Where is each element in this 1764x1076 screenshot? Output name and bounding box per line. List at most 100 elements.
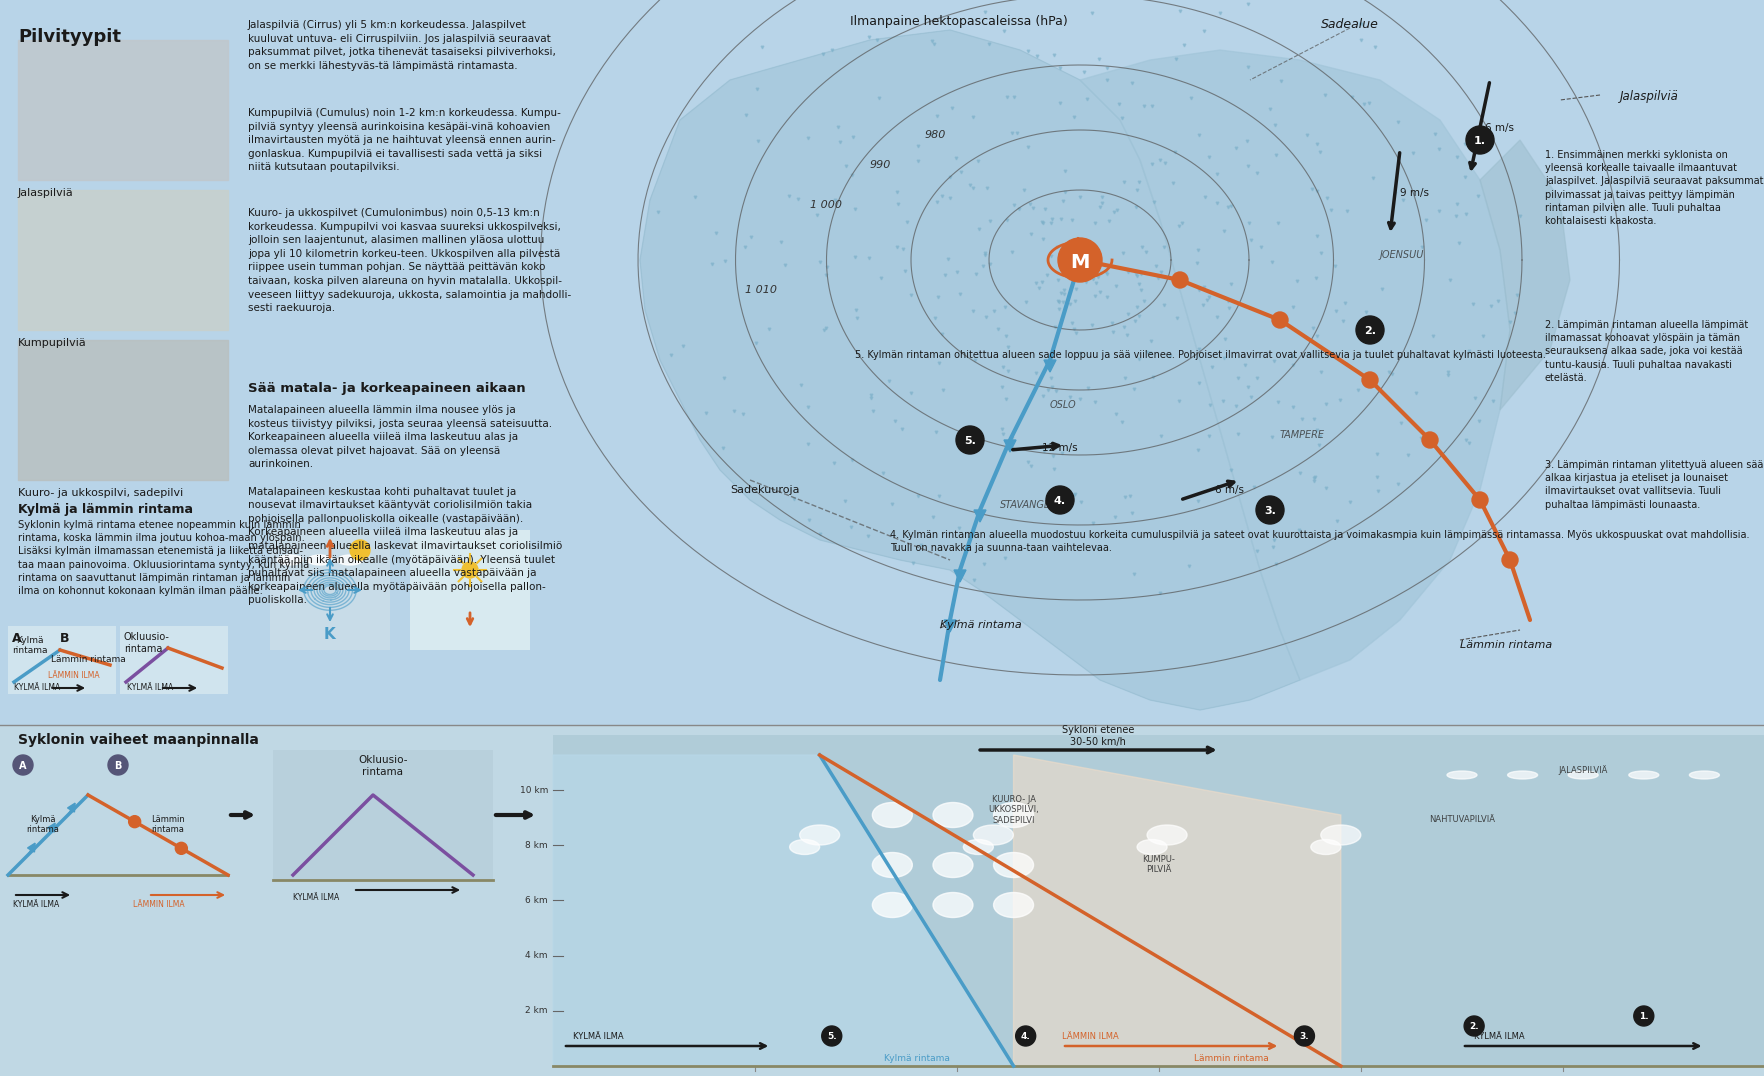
FancyArrow shape	[1044, 360, 1055, 372]
Circle shape	[349, 540, 370, 560]
Circle shape	[1355, 316, 1383, 344]
Text: LÄMMIN ILMA: LÄMMIN ILMA	[132, 900, 185, 909]
Text: Jalaspilviä: Jalaspilviä	[1619, 90, 1678, 103]
Text: Kylmä
rintama: Kylmä rintama	[12, 636, 48, 655]
Text: Pilvityypit: Pilvityypit	[18, 28, 122, 46]
Circle shape	[1501, 552, 1517, 568]
Ellipse shape	[277, 555, 302, 565]
Text: 3.: 3.	[1298, 1033, 1309, 1042]
Text: 2. Lämpimän rintaman alueella lämpimät ilmamassat kohoavat ylöspäin ja tämän seu: 2. Lämpimän rintaman alueella lämpimät i…	[1544, 320, 1748, 383]
Circle shape	[1633, 1006, 1653, 1027]
Text: 3.: 3.	[1263, 506, 1275, 516]
Circle shape	[1471, 492, 1487, 508]
Ellipse shape	[993, 892, 1034, 918]
Ellipse shape	[871, 892, 912, 918]
FancyArrow shape	[974, 510, 986, 522]
Text: K: K	[325, 627, 335, 642]
Text: Syklonin vaiheet maanpinnalla: Syklonin vaiheet maanpinnalla	[18, 733, 259, 747]
Text: 4. Kylmän rintaman alueella muodostuu korkeita cumuluspilviä ja sateet ovat kuur: 4. Kylmän rintaman alueella muodostuu ko…	[889, 530, 1748, 553]
Ellipse shape	[933, 852, 972, 878]
Text: M: M	[1069, 253, 1088, 271]
Text: Sadealue: Sadealue	[1319, 18, 1378, 31]
Text: Kylmä rintama: Kylmä rintama	[940, 620, 1021, 631]
Text: Ilmanpaine hektopascaleissa (hPa): Ilmanpaine hektopascaleissa (hPa)	[850, 15, 1067, 28]
Ellipse shape	[963, 839, 993, 854]
Polygon shape	[1013, 755, 1341, 1066]
Text: Jalaspilviä (Cirrus) yli 5 km:n korkeudessa. Jalaspilvet
kuuluvat untuva- eli Ci: Jalaspilviä (Cirrus) yli 5 km:n korkeude…	[249, 20, 556, 71]
Text: KYLMÄ ILMA: KYLMÄ ILMA	[14, 683, 60, 693]
Text: Kuuro- ja ukkospilvi, sadepilvi: Kuuro- ja ukkospilvi, sadepilvi	[18, 489, 183, 498]
Circle shape	[1256, 496, 1282, 524]
Polygon shape	[640, 30, 1300, 710]
Text: 5.: 5.	[827, 1033, 836, 1042]
Text: LÄMMIN ILMA: LÄMMIN ILMA	[1062, 1032, 1118, 1040]
Text: Okluusio-
rintama: Okluusio- rintama	[123, 632, 169, 653]
Text: TAMPERE: TAMPERE	[1279, 430, 1325, 440]
Text: JALASPILVIÄ: JALASPILVIÄ	[1558, 765, 1607, 775]
Ellipse shape	[1688, 771, 1718, 779]
Ellipse shape	[871, 803, 912, 827]
Ellipse shape	[993, 852, 1034, 878]
Circle shape	[1293, 1027, 1314, 1046]
Text: 2.: 2.	[1468, 1022, 1478, 1032]
Text: NAHTUVAPILVIÄ: NAHTUVAPILVIÄ	[1429, 815, 1494, 824]
Text: Sää matala- ja korkeapaineen aikaan: Sää matala- ja korkeapaineen aikaan	[249, 382, 526, 395]
Text: KYLMÄ ILMA: KYLMÄ ILMA	[12, 900, 60, 909]
Ellipse shape	[972, 825, 1013, 845]
Circle shape	[462, 562, 478, 578]
Text: 3. Lämpimän rintaman ylitettyuä alueen sää alkaa kirjastua ja eteliset ja lounai: 3. Lämpimän rintaman ylitettyuä alueen s…	[1544, 461, 1762, 510]
Bar	[270, 530, 390, 650]
Text: JOENSUU: JOENSUU	[1379, 250, 1424, 260]
Bar	[120, 626, 228, 694]
Bar	[0, 725, 1764, 1076]
Text: A: A	[12, 632, 21, 645]
Text: Kylmä rintama: Kylmä rintama	[884, 1054, 949, 1063]
Circle shape	[108, 755, 129, 775]
Circle shape	[1466, 126, 1492, 154]
Text: Sykloni etenee
30-50 km/h: Sykloni etenee 30-50 km/h	[1062, 725, 1134, 747]
Ellipse shape	[1506, 771, 1536, 779]
Ellipse shape	[1566, 771, 1596, 779]
FancyArrow shape	[954, 570, 965, 582]
Text: Matalapaineen alueella lämmin ilma nousee ylös ja
kosteus tiivistyy pilviksi, jo: Matalapaineen alueella lämmin ilma nouse…	[249, 405, 563, 606]
Ellipse shape	[789, 839, 818, 854]
Bar	[273, 750, 492, 880]
Text: Kylmä
rintama: Kylmä rintama	[26, 815, 60, 834]
Bar	[552, 735, 1764, 1066]
Text: Lämmin rintama: Lämmin rintama	[1194, 1054, 1268, 1063]
Text: Lämmin rintama: Lämmin rintama	[1459, 640, 1551, 650]
Text: Sadekuuroja: Sadekuuroja	[730, 485, 799, 495]
Text: STAVANGER: STAVANGER	[1000, 500, 1057, 510]
Text: 12 m/s: 12 m/s	[1043, 442, 1078, 453]
Text: KYLMÄ ILMA: KYLMÄ ILMA	[127, 683, 173, 693]
Ellipse shape	[993, 803, 1034, 827]
Bar	[409, 530, 529, 650]
Bar	[554, 0, 1764, 720]
Text: B: B	[60, 632, 69, 645]
Text: 980: 980	[924, 130, 946, 140]
Ellipse shape	[1311, 839, 1341, 854]
Text: 1 010: 1 010	[744, 285, 776, 295]
Circle shape	[1362, 372, 1378, 388]
Text: 2 km: 2 km	[526, 1006, 547, 1016]
Text: Syklonin kylmä rintama etenee nopeammin kuin lämmin
rintama, koska lämmin ilma j: Syklonin kylmä rintama etenee nopeammin …	[18, 520, 309, 596]
Ellipse shape	[799, 825, 840, 845]
Circle shape	[1272, 312, 1288, 328]
Text: 8 km: 8 km	[526, 840, 547, 850]
Circle shape	[1464, 1016, 1484, 1036]
Text: KYLMÄ ILMA: KYLMÄ ILMA	[293, 893, 339, 902]
Text: OSLO: OSLO	[1050, 400, 1076, 410]
Text: 4 km: 4 km	[526, 951, 547, 960]
Text: KYLMÄ ILMA: KYLMÄ ILMA	[1473, 1032, 1524, 1040]
FancyArrow shape	[944, 620, 956, 632]
Text: KUURO- JA
UKKOSPILVI,
SADEPILVI: KUURO- JA UKKOSPILVI, SADEPILVI	[988, 795, 1039, 825]
Text: Lämmin
rintama: Lämmin rintama	[152, 815, 185, 834]
Text: Kuuro- ja ukkospilvet (Cumulonimbus) noin 0,5-13 km:n
korkeudessa. Kumpupilvi vo: Kuuro- ja ukkospilvet (Cumulonimbus) noi…	[249, 208, 572, 313]
Polygon shape	[552, 755, 1013, 1066]
Text: 2.: 2.	[1364, 326, 1376, 336]
FancyArrow shape	[48, 823, 55, 835]
FancyArrow shape	[1004, 440, 1016, 452]
Text: Okluusio-
rintama: Okluusio- rintama	[358, 755, 407, 777]
Text: 5.: 5.	[963, 436, 975, 445]
Text: 5. Kylmän rintaman ohitettua alueen sade loppuu ja sää viilenee. Pohjoiset ilmav: 5. Kylmän rintaman ohitettua alueen sade…	[854, 350, 1545, 360]
